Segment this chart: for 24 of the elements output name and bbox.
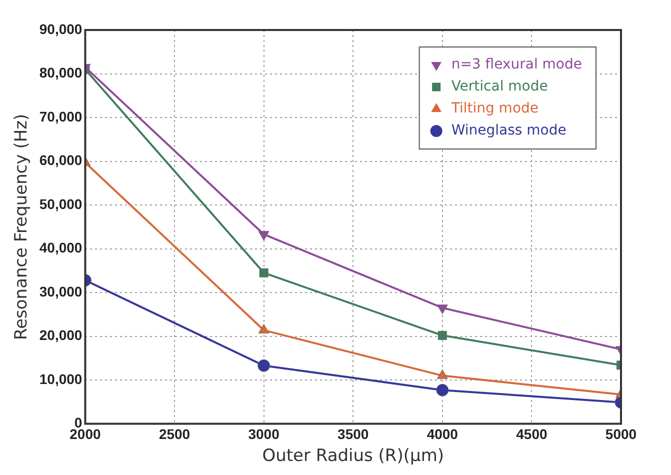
x-tick-label: 2000	[70, 426, 101, 442]
y-tick-label: 20,000	[39, 327, 82, 344]
y-tick-label: 60,000	[39, 152, 82, 168]
legend-label: n=3 flexural mode	[451, 56, 582, 73]
y-tick-label: 10,000	[39, 370, 82, 387]
x-axis-title: Outer Radius (R)(μm)	[262, 446, 444, 466]
y-tick-label: 40,000	[39, 240, 82, 256]
legend-label: Tilting mode	[450, 100, 539, 117]
y-axis-title: Resonance Frequency (Hz)	[12, 114, 32, 340]
y-tick-label: 70,000	[39, 108, 82, 124]
y-tick-label: 90,000	[39, 20, 82, 37]
x-tick-label: 3500	[338, 426, 369, 442]
x-tick-label: 2500	[158, 426, 190, 442]
x-tick-label: 3000	[248, 426, 280, 442]
x-tick-label: 4000	[426, 426, 458, 442]
x-tick-label: 4500	[516, 426, 548, 442]
y-tick-label: 50,000	[39, 196, 82, 212]
y-tick-label: 80,000	[39, 64, 82, 81]
legend-label: Vertical mode	[451, 78, 548, 95]
point	[436, 369, 448, 379]
y-tick-label: 30,000	[39, 283, 82, 300]
legend-label: Wineglass mode	[451, 122, 566, 139]
x-tick-label: 5000	[605, 426, 637, 442]
point	[258, 324, 270, 334]
